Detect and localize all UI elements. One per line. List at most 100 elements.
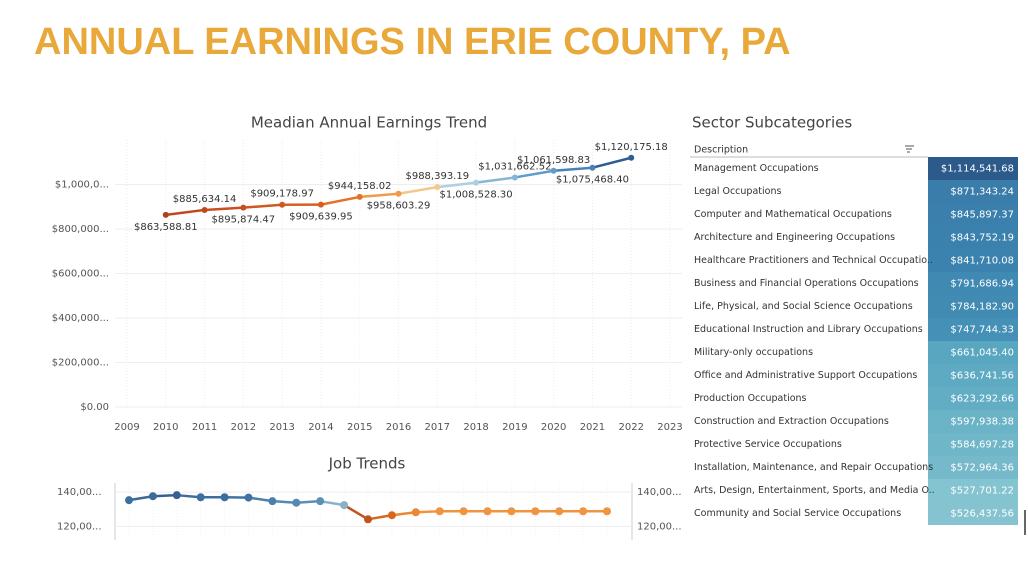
row-label: Computer and Mathematical Occupations — [694, 209, 892, 220]
data-point — [125, 496, 133, 505]
line-segment — [204, 206, 244, 212]
value-cell — [928, 387, 1018, 410]
data-point — [628, 154, 635, 161]
data-point — [435, 507, 444, 516]
chart-title: Job Trends — [328, 455, 406, 473]
row-value: $636,741.56 — [950, 371, 1014, 382]
y-tick-label: 120,00... — [57, 521, 102, 532]
y-tick-label: 140,00... — [57, 487, 102, 498]
data-point — [507, 507, 516, 516]
chart-title: Meadian Annual Earnings Trend — [251, 114, 487, 132]
data-point — [220, 493, 229, 502]
row-value: $526,437.56 — [950, 509, 1014, 520]
data-point — [244, 493, 253, 502]
table-header: Description — [694, 145, 748, 156]
y2-tick-label: 120,00... — [637, 521, 682, 532]
line-segment — [475, 176, 516, 184]
line-segment — [343, 504, 369, 521]
y-tick-label: $600,000... — [52, 269, 109, 280]
data-point — [162, 211, 169, 218]
value-cell — [928, 249, 1018, 272]
row-label: Management Occupations — [694, 163, 819, 174]
line-segment — [319, 499, 345, 507]
data-label: $885,634.14 — [173, 194, 237, 205]
page-title: ANNUAL EARNINGS IN ERIE COUNTY, PA — [34, 21, 791, 63]
data-point — [555, 507, 564, 516]
value-cell — [928, 226, 1018, 249]
data-label: $909,639.95 — [289, 212, 353, 223]
line-segment — [165, 208, 205, 217]
value-cell — [928, 479, 1018, 502]
x-tick-label: 2009 — [114, 422, 139, 433]
row-label: Educational Instruction and Library Occu… — [694, 324, 923, 335]
table-mask — [688, 532, 1028, 568]
line-segment — [243, 203, 283, 209]
y-tick-label: $400,000... — [52, 313, 109, 324]
data-point — [387, 511, 396, 520]
line-segment — [248, 496, 273, 503]
row-value: $584,697.28 — [950, 440, 1014, 451]
value-cell — [928, 272, 1018, 295]
line-segment — [514, 169, 554, 179]
row-label: Business and Financial Operations Occupa… — [694, 278, 919, 289]
row-label: Healthcare Practitioners and Technical O… — [694, 255, 933, 266]
data-label: $1,061,598.83 — [517, 155, 590, 166]
data-point — [511, 174, 518, 181]
data-label: $895,874.47 — [212, 215, 276, 226]
data-point — [279, 201, 286, 208]
data-point — [603, 507, 611, 516]
y-tick-label: $0.00 — [80, 402, 109, 413]
data-point — [531, 507, 540, 516]
table-title: Sector Subcategories — [692, 114, 852, 132]
data-point — [483, 507, 492, 516]
data-point — [589, 164, 596, 171]
value-cell — [928, 341, 1018, 364]
data-point — [292, 498, 301, 507]
x-tick-label: 2019 — [502, 422, 527, 433]
data-point — [196, 493, 205, 502]
x-tick-label: 2013 — [269, 422, 294, 433]
data-label: $1,008,528.30 — [439, 190, 512, 201]
data-point — [579, 507, 588, 516]
y-tick-label: $200,000... — [52, 358, 109, 369]
x-tick-label: 2011 — [192, 422, 217, 433]
row-label: Installation, Maintenance, and Repair Oc… — [694, 462, 933, 473]
data-point — [411, 508, 420, 517]
line-segment — [398, 185, 438, 195]
data-point — [172, 491, 181, 500]
data-point — [356, 193, 363, 200]
row-label: Life, Physical, and Social Science Occup… — [694, 301, 913, 312]
x-tick-label: 2018 — [463, 422, 488, 433]
x-tick-label: 2020 — [541, 422, 566, 433]
x-tick-label: 2012 — [231, 422, 256, 433]
y-tick-label: $1,000,0... — [55, 180, 109, 191]
line-segment — [320, 195, 360, 206]
data-point — [268, 497, 277, 506]
data-point — [364, 515, 372, 524]
row-value: $784,182.90 — [950, 302, 1014, 313]
row-label: Architecture and Engineering Occupations — [694, 232, 895, 243]
line-segment — [553, 166, 593, 173]
data-point — [459, 507, 468, 516]
row-label: Legal Occupations — [694, 186, 781, 197]
row-value: $572,964.36 — [950, 463, 1014, 474]
data-point — [317, 201, 324, 208]
sort-icon[interactable] — [905, 145, 914, 153]
row-value: $791,686.94 — [950, 279, 1014, 290]
x-tick-label: 2017 — [425, 422, 450, 433]
row-value: $623,292.66 — [950, 394, 1014, 405]
data-label: $944,158.02 — [328, 181, 392, 192]
data-label: $988,393.19 — [405, 171, 469, 182]
value-cell — [928, 364, 1018, 387]
row-value: $845,897.37 — [950, 210, 1014, 221]
data-point — [550, 167, 557, 174]
value-cell — [928, 433, 1018, 456]
x-tick-label: 2021 — [580, 422, 605, 433]
value-cell — [928, 180, 1018, 203]
row-label: Office and Administrative Support Occupa… — [694, 370, 917, 381]
line-segment — [592, 156, 632, 169]
line-segment — [391, 511, 416, 517]
data-point — [395, 190, 402, 197]
data-point — [434, 184, 441, 191]
row-label: Arts, Design, Entertainment, Sports, and… — [694, 485, 935, 496]
